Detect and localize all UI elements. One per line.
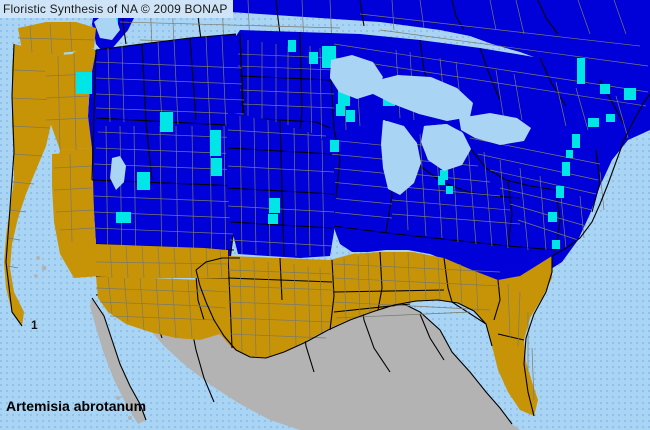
map-title-text: Floristic Synthesis of NA © 2009 BONAP	[3, 2, 228, 16]
taxon-name-label: Artemisia abrotanum	[6, 398, 147, 414]
inland-water	[94, 14, 531, 195]
region-plains-present	[226, 112, 336, 258]
region-southwest-absent	[95, 244, 229, 279]
map-title-bar: Floristic Synthesis of NA © 2009 BONAP	[0, 0, 233, 18]
pacific-islands	[34, 256, 132, 420]
coastlines	[195, 93, 650, 417]
ocean-marker-1: 1	[31, 318, 38, 332]
region-south-absent	[95, 251, 552, 416]
